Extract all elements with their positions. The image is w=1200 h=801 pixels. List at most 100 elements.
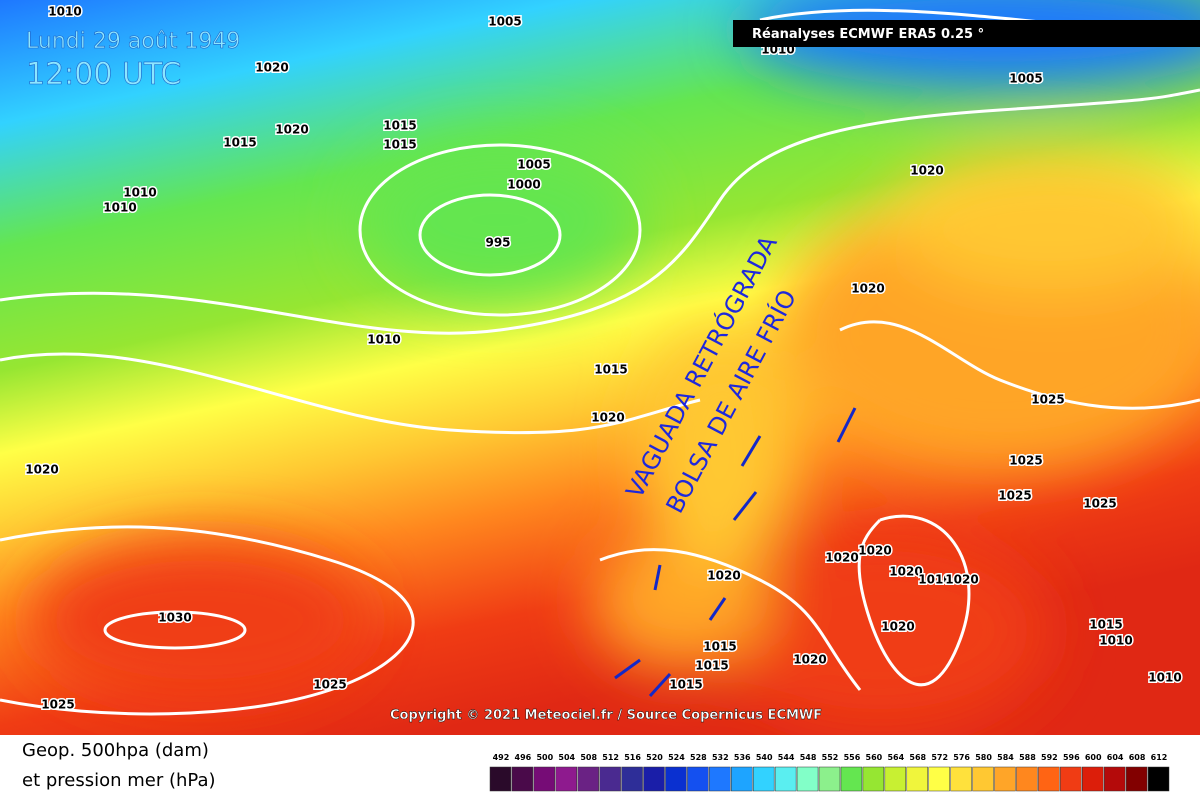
scale-swatch <box>774 766 797 792</box>
scale-swatch <box>643 766 665 792</box>
scale-label: 552 <box>822 753 839 762</box>
isobar-label: 1005 <box>488 15 521 29</box>
isobar-label: 1010 <box>367 333 400 347</box>
scale-label: 572 <box>931 753 948 762</box>
scale-swatch <box>752 766 775 792</box>
scale-label: 512 <box>602 753 619 762</box>
scale-swatch <box>818 766 841 792</box>
isobar-label: 1025 <box>313 678 346 692</box>
scale-swatch <box>533 766 556 792</box>
date: Lundi 29 août 1949 <box>26 29 240 54</box>
scale-label: 532 <box>712 753 729 762</box>
scale-label: 544 <box>778 753 795 762</box>
isobar-label: 1010 <box>103 201 136 215</box>
isobar-label: 1010 <box>123 186 156 200</box>
isobar-label: 1020 <box>707 569 740 583</box>
scale-swatch <box>687 766 709 792</box>
scale-swatch <box>994 766 1016 792</box>
scale-label: 528 <box>690 753 707 762</box>
copyright: Copyright © 2021 Meteociel.fr / Source C… <box>390 708 822 723</box>
isobar-label: 1020 <box>858 544 891 558</box>
isobar-label: 1015 <box>594 363 627 377</box>
scale-label: 500 <box>536 753 553 762</box>
scale-label: 608 <box>1129 753 1146 762</box>
scale-swatch <box>1060 766 1082 792</box>
scale-swatch <box>1103 766 1126 792</box>
isobar-label: 1020 <box>275 123 308 137</box>
scale-swatch <box>840 766 863 792</box>
scale-swatch <box>1125 766 1148 792</box>
scale-label: 592 <box>1041 753 1058 762</box>
legend-line: Geop. 500hpa (dam) <box>22 740 209 761</box>
source-box <box>733 20 1200 47</box>
scale-label: 508 <box>580 753 597 762</box>
scale-swatch <box>709 766 731 792</box>
scale-label: 504 <box>558 753 575 762</box>
scale-label: 560 <box>866 753 883 762</box>
isobar-label: 1025 <box>998 489 1031 503</box>
isobar-label: 1010 <box>1099 634 1132 648</box>
scale-label: 520 <box>646 753 663 762</box>
isobar-label: 1020 <box>591 411 624 425</box>
isobar-label: 1020 <box>889 565 922 579</box>
scale-label: 576 <box>953 753 970 762</box>
scale-label: 588 <box>1019 753 1036 762</box>
scale-label: 516 <box>624 753 641 762</box>
isobar-label: 1000 <box>507 178 540 192</box>
scale-swatch <box>1082 766 1104 792</box>
scale-swatch <box>665 766 687 792</box>
isobar-label: 1020 <box>825 551 858 565</box>
isobar-label: 1010 <box>1148 671 1181 685</box>
isobar-label: 1015 <box>223 136 256 150</box>
isobar-label: 1025 <box>1031 393 1064 407</box>
isobar-label: 1020 <box>851 282 884 296</box>
scale-swatch <box>950 766 972 792</box>
scale-label: 596 <box>1063 753 1080 762</box>
isobar-label: 1025 <box>1083 497 1116 511</box>
isobar-labels: 1010100510201020101510151015101010101005… <box>24 3 1183 713</box>
scale-label: 496 <box>515 753 532 762</box>
isobar-label: 1020 <box>793 653 826 667</box>
scale-swatch <box>489 766 512 792</box>
scale-swatch <box>1016 766 1038 792</box>
scale-swatch <box>928 766 950 792</box>
scale-label: 568 <box>909 753 926 762</box>
scale-label: 584 <box>997 753 1014 762</box>
scale-swatch <box>599 766 621 792</box>
scale-swatch <box>731 766 753 792</box>
scale-label: 492 <box>493 753 510 762</box>
isobar-label: 1020 <box>881 620 914 634</box>
scale-swatch <box>511 766 534 792</box>
isobar-label: 1015 <box>1089 618 1122 632</box>
scale-swatch <box>1038 766 1060 792</box>
isobars <box>0 8 1200 716</box>
scale-label: 540 <box>756 753 773 762</box>
source: Réanalyses ECMWF ERA5 0.25 ° <box>752 27 984 42</box>
scale-swatch <box>884 766 907 792</box>
scale-label: 580 <box>975 753 992 762</box>
time: 12:00 UTC <box>26 57 181 92</box>
scale-swatch <box>1147 766 1170 792</box>
isobar-label: 1015 <box>383 119 416 133</box>
isobar-label: 1005 <box>1009 72 1042 86</box>
scale-label: 548 <box>800 753 817 762</box>
arrows <box>614 407 857 698</box>
isobar-label: 1030 <box>158 611 191 625</box>
scale-swatch <box>906 766 928 792</box>
scale-swatch <box>796 766 819 792</box>
isobar-label: 1025 <box>41 698 74 712</box>
scale-swatch <box>621 766 643 792</box>
isobar-label: 1020 <box>25 463 58 477</box>
scale-label: 524 <box>668 753 685 762</box>
isobar-label: 1020 <box>945 573 978 587</box>
legend-line: et pression mer (hPa) <box>22 770 216 791</box>
color-scale: 492 496 500 504 508 512 516 520 524 528 532 536 540 5… <box>489 753 1170 792</box>
isobar-label: 1015 <box>695 659 728 673</box>
scale-label: 604 <box>1107 753 1124 762</box>
scale-label: 612 <box>1151 753 1168 762</box>
scale-swatch <box>555 766 577 792</box>
isobar-label: 1020 <box>910 164 943 178</box>
isobar-label: 1015 <box>669 678 702 692</box>
isobar-label: 995 <box>485 236 510 250</box>
